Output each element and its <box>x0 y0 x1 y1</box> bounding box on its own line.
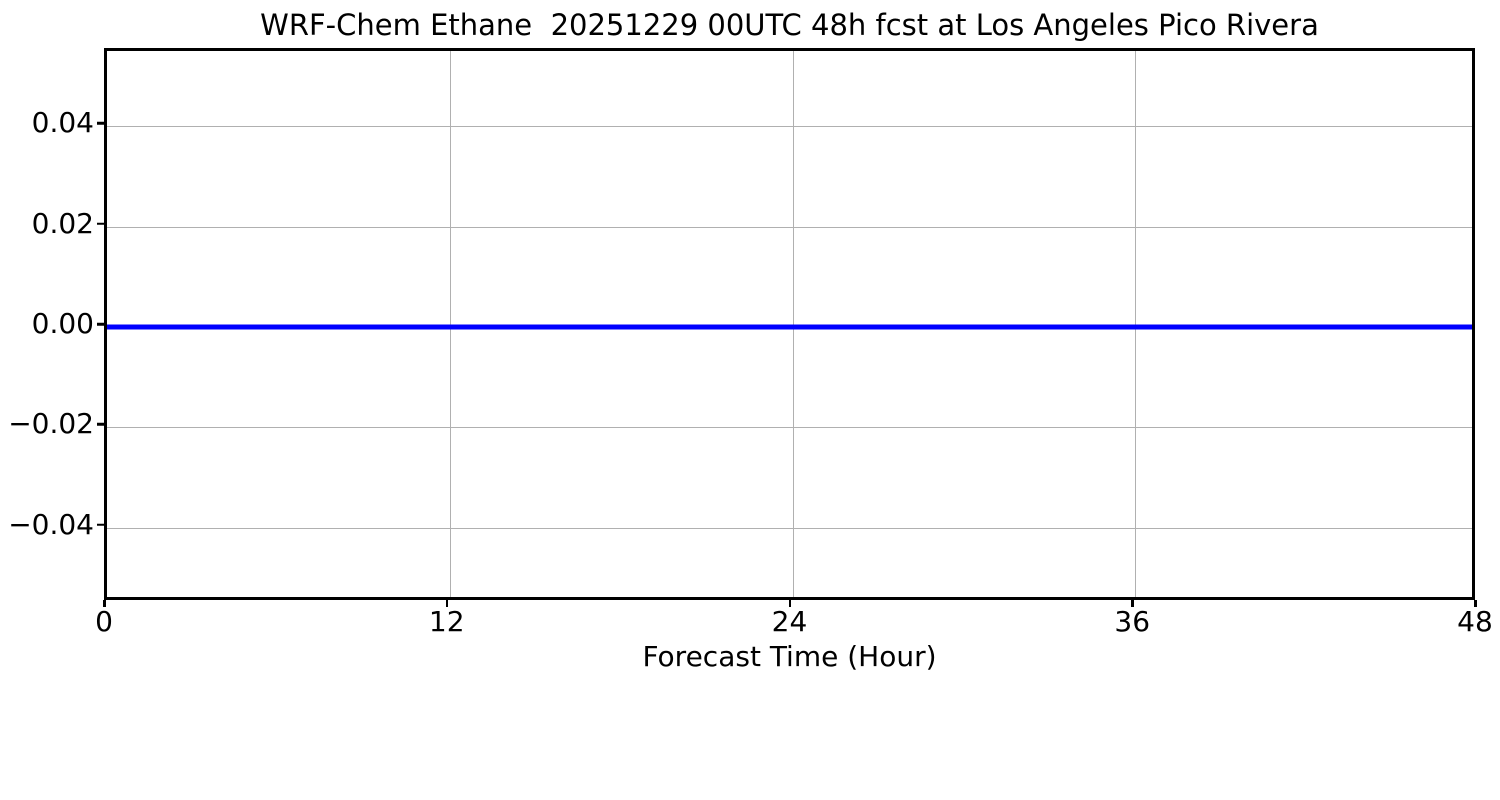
y-tick-mark <box>97 523 104 526</box>
x-tick-label: 0 <box>95 605 113 638</box>
x-tick-label: 36 <box>1114 605 1151 638</box>
y-tick-mark <box>97 222 104 225</box>
x-tick-mark <box>445 600 449 607</box>
gridline-vertical <box>449 51 451 597</box>
y-axis-tick-marks <box>97 48 105 600</box>
y-tick-label: −0.04 <box>8 507 94 541</box>
series-ethane <box>107 324 1472 330</box>
x-tick-label: 12 <box>428 605 465 638</box>
gridline-vertical <box>1135 51 1137 597</box>
gridline-horizontal <box>107 226 1472 228</box>
gridline-horizontal <box>107 126 1472 128</box>
x-tick-mark <box>1474 600 1477 607</box>
x-axis-label: Forecast Time (Hour) <box>642 640 937 673</box>
x-tick-label: 24 <box>771 605 808 638</box>
y-axis-tick-labels: 0.04 0.02 0.00 −0.02 −0.04 <box>0 48 94 600</box>
x-tick-mark <box>103 600 106 607</box>
gridline-horizontal <box>107 427 1472 429</box>
y-tick-mark <box>97 322 104 326</box>
x-tick-label: 48 <box>1457 605 1493 638</box>
chart-title: WRF-Chem Ethane 20251229 00UTC 48h fcst … <box>260 8 1319 42</box>
y-tick-mark <box>97 423 104 426</box>
plot-area <box>104 48 1475 600</box>
gridline-vertical <box>792 51 794 597</box>
gridline-horizontal <box>107 527 1472 529</box>
y-tick-label: 0.02 <box>31 206 94 240</box>
y-tick-label: 0.04 <box>31 106 94 140</box>
y-tick-label: −0.02 <box>8 407 94 441</box>
y-tick-label: 0.00 <box>31 307 94 340</box>
x-tick-mark <box>788 600 791 607</box>
x-tick-mark <box>1131 600 1134 607</box>
y-tick-mark <box>97 122 104 125</box>
